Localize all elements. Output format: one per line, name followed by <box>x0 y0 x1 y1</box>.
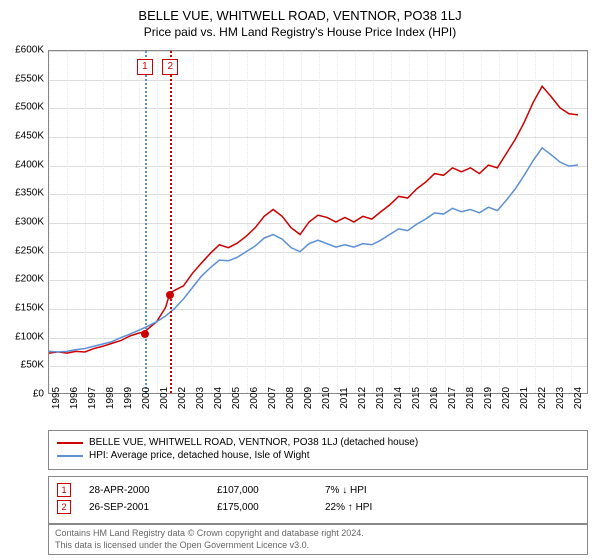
x-tick-label: 2019 <box>483 387 494 409</box>
x-tick-label: 2012 <box>357 387 368 409</box>
x-tick-label: 1998 <box>105 387 116 409</box>
x-tick-label: 2009 <box>303 387 314 409</box>
legend: BELLE VUE, WHITWELL ROAD, VENTNOR, PO38 … <box>48 430 588 470</box>
legend-label: BELLE VUE, WHITWELL ROAD, VENTNOR, PO38 … <box>89 437 418 448</box>
sale-diff: 7% ↓ HPI <box>325 485 425 496</box>
event-line <box>145 51 147 393</box>
x-tick-label: 2020 <box>501 387 512 409</box>
sale-price: £107,000 <box>217 485 307 496</box>
y-tick-label: £500K <box>0 102 44 113</box>
x-tick-label: 1996 <box>69 387 80 409</box>
x-tick-label: 2010 <box>321 387 332 409</box>
x-tick-label: 2004 <box>213 387 224 409</box>
x-tick-label: 2017 <box>447 387 458 409</box>
sale-marker: 2 <box>57 500 71 514</box>
sale-date: 26-SEP-2001 <box>89 502 199 513</box>
x-tick-label: 2008 <box>285 387 296 409</box>
x-tick-label: 2014 <box>393 387 404 409</box>
chart-container: BELLE VUE, WHITWELL ROAD, VENTNOR, PO38 … <box>0 0 600 560</box>
event-dot <box>166 291 174 299</box>
x-tick-label: 2021 <box>519 387 530 409</box>
line-series <box>49 51 587 393</box>
chart-title: BELLE VUE, WHITWELL ROAD, VENTNOR, PO38 … <box>0 0 600 23</box>
event-marker-box: 1 <box>137 59 153 75</box>
sale-price: £175,000 <box>217 502 307 513</box>
y-tick-label: £550K <box>0 73 44 84</box>
y-tick-label: £250K <box>0 245 44 256</box>
x-tick-label: 2011 <box>339 387 350 409</box>
sales-table: 1 28-APR-2000 £107,000 7% ↓ HPI 2 26-SEP-2001… <box>48 476 588 524</box>
x-tick-label: 1999 <box>123 387 134 409</box>
y-tick-label: £400K <box>0 159 44 170</box>
footer-line2: This data is licensed under the Open Gov… <box>55 540 581 552</box>
sale-diff: 22% ↑ HPI <box>325 502 425 513</box>
y-tick-label: £350K <box>0 188 44 199</box>
y-tick-label: £450K <box>0 131 44 142</box>
sale-marker: 1 <box>57 483 71 497</box>
x-tick-label: 1997 <box>87 387 98 409</box>
x-tick-label: 2005 <box>231 387 242 409</box>
event-line <box>170 51 172 393</box>
legend-swatch <box>57 442 83 444</box>
sale-row: 2 26-SEP-2001 £175,000 22% ↑ HPI <box>57 500 579 514</box>
y-tick-label: £200K <box>0 274 44 285</box>
x-tick-label: 2016 <box>429 387 440 409</box>
x-tick-label: 1995 <box>51 387 62 409</box>
legend-label: HPI: Average price, detached house, Isle… <box>89 450 310 461</box>
y-tick-label: £0 <box>0 389 44 400</box>
sale-date: 28-APR-2000 <box>89 485 199 496</box>
x-tick-label: 2018 <box>465 387 476 409</box>
series-property <box>49 86 578 353</box>
x-tick-label: 2022 <box>537 387 548 409</box>
sale-row: 1 28-APR-2000 £107,000 7% ↓ HPI <box>57 483 579 497</box>
legend-row: HPI: Average price, detached house, Isle… <box>57 450 579 461</box>
x-tick-label: 2015 <box>411 387 422 409</box>
x-tick-label: 2007 <box>267 387 278 409</box>
x-tick-label: 2003 <box>195 387 206 409</box>
legend-row: BELLE VUE, WHITWELL ROAD, VENTNOR, PO38 … <box>57 437 579 448</box>
footer-line1: Contains HM Land Registry data © Crown c… <box>55 528 581 540</box>
x-tick-label: 2002 <box>177 387 188 409</box>
legend-swatch <box>57 455 83 457</box>
x-tick-label: 2000 <box>141 387 152 409</box>
x-tick-label: 2023 <box>555 387 566 409</box>
y-tick-label: £50K <box>0 360 44 371</box>
y-tick-label: £300K <box>0 217 44 228</box>
attribution: Contains HM Land Registry data © Crown c… <box>48 524 588 555</box>
x-tick-label: 2013 <box>375 387 386 409</box>
event-dot <box>141 330 149 338</box>
x-tick-label: 2006 <box>249 387 260 409</box>
plot-area: 12 <box>48 50 588 394</box>
x-tick-label: 2001 <box>159 387 170 409</box>
series-hpi <box>49 148 578 352</box>
y-tick-label: £100K <box>0 331 44 342</box>
x-tick-label: 2024 <box>573 387 584 409</box>
event-marker-box: 2 <box>162 59 178 75</box>
chart-subtitle: Price paid vs. HM Land Registry's House … <box>0 23 600 39</box>
y-tick-label: £600K <box>0 45 44 56</box>
y-tick-label: £150K <box>0 303 44 314</box>
